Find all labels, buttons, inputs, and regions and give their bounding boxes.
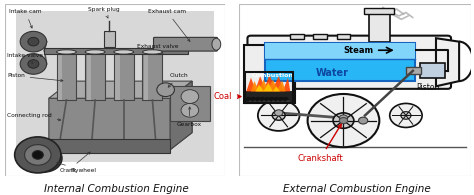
Bar — [85, 52, 105, 100]
Circle shape — [286, 100, 290, 103]
Ellipse shape — [212, 38, 221, 50]
Text: Water: Water — [315, 67, 348, 78]
Bar — [49, 139, 170, 153]
Circle shape — [40, 155, 49, 162]
Bar — [244, 45, 295, 103]
Bar — [143, 52, 162, 100]
FancyBboxPatch shape — [247, 36, 451, 89]
Bar — [16, 11, 214, 162]
Circle shape — [258, 100, 300, 131]
Polygon shape — [49, 81, 192, 98]
Circle shape — [15, 137, 61, 173]
Bar — [420, 63, 445, 78]
Bar — [58, 52, 63, 100]
Circle shape — [246, 97, 252, 101]
Text: Gearbox: Gearbox — [177, 107, 202, 127]
Text: Flywheel: Flywheel — [57, 162, 97, 173]
Text: Piston: Piston — [7, 74, 63, 82]
Circle shape — [283, 97, 289, 101]
Circle shape — [272, 111, 285, 120]
Bar — [265, 43, 415, 81]
Circle shape — [333, 113, 354, 128]
Circle shape — [272, 100, 276, 103]
Circle shape — [274, 110, 283, 116]
Bar — [313, 34, 327, 39]
Circle shape — [27, 145, 62, 172]
Text: Intake cam: Intake cam — [9, 9, 42, 28]
Bar — [170, 86, 210, 121]
Circle shape — [25, 145, 51, 165]
FancyBboxPatch shape — [154, 37, 218, 51]
Bar — [365, 8, 394, 14]
Ellipse shape — [20, 31, 46, 52]
Bar — [406, 67, 421, 74]
Text: Internal Combustion Engine: Internal Combustion Engine — [44, 184, 189, 194]
Ellipse shape — [56, 50, 76, 54]
Circle shape — [258, 100, 263, 103]
Bar — [114, 52, 134, 100]
Circle shape — [181, 90, 199, 103]
Polygon shape — [251, 79, 286, 91]
Ellipse shape — [143, 50, 162, 54]
Polygon shape — [255, 83, 280, 91]
Bar — [115, 52, 120, 100]
Circle shape — [259, 97, 265, 101]
Circle shape — [339, 118, 347, 124]
Text: Coal: Coal — [214, 92, 241, 101]
Bar — [369, 11, 390, 42]
Circle shape — [401, 112, 411, 119]
Bar — [265, 43, 415, 59]
Circle shape — [390, 103, 422, 128]
Text: Connecting rod: Connecting rod — [7, 113, 61, 121]
Circle shape — [263, 100, 267, 103]
Text: Exhaust valve: Exhaust valve — [137, 44, 179, 55]
Ellipse shape — [28, 37, 39, 46]
Circle shape — [181, 103, 199, 117]
Ellipse shape — [157, 83, 174, 97]
Ellipse shape — [28, 60, 39, 68]
Bar — [45, 48, 188, 54]
Circle shape — [249, 100, 253, 103]
Circle shape — [267, 100, 272, 103]
Polygon shape — [436, 38, 459, 86]
Bar — [337, 34, 350, 39]
Circle shape — [269, 97, 275, 101]
Text: Piston: Piston — [416, 83, 439, 92]
Polygon shape — [170, 81, 192, 150]
Circle shape — [264, 97, 270, 101]
Text: Exhaust cam: Exhaust cam — [148, 9, 190, 41]
Circle shape — [273, 97, 279, 101]
Text: Clutch: Clutch — [168, 74, 189, 87]
Text: Spark plug: Spark plug — [89, 7, 120, 18]
Circle shape — [308, 94, 379, 147]
Circle shape — [281, 100, 286, 103]
Bar — [290, 34, 304, 39]
Text: Combustion: Combustion — [252, 74, 294, 78]
Text: Steam: Steam — [344, 46, 374, 55]
Bar — [245, 91, 292, 103]
Text: Crank: Crank — [60, 152, 90, 173]
Text: Intake valve: Intake valve — [7, 53, 43, 63]
Bar — [144, 52, 148, 100]
Bar — [104, 31, 115, 47]
Circle shape — [253, 100, 258, 103]
Bar — [56, 52, 76, 100]
Ellipse shape — [20, 54, 46, 74]
Circle shape — [358, 117, 368, 124]
Ellipse shape — [114, 50, 134, 54]
Circle shape — [250, 97, 256, 101]
Circle shape — [255, 97, 261, 101]
Text: Crankshaft: Crankshaft — [298, 124, 343, 163]
Text: External Combustion Engine: External Combustion Engine — [283, 184, 430, 194]
Polygon shape — [49, 81, 192, 150]
Circle shape — [339, 115, 347, 121]
Polygon shape — [246, 74, 290, 91]
Bar — [245, 72, 292, 103]
Circle shape — [276, 100, 281, 103]
Bar — [87, 52, 91, 100]
Ellipse shape — [85, 50, 105, 54]
Circle shape — [32, 151, 43, 159]
Circle shape — [278, 97, 284, 101]
